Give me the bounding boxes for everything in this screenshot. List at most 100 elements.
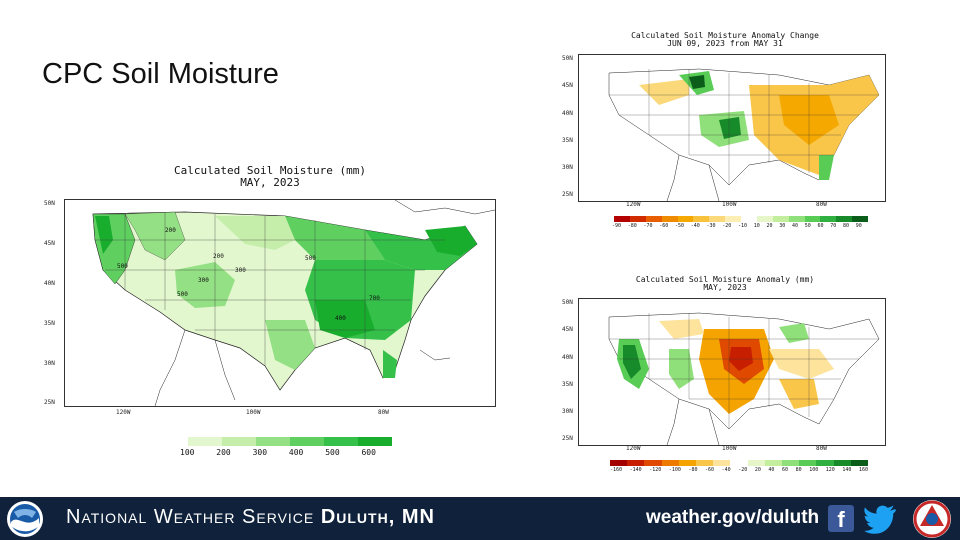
legend-label: -80 — [688, 467, 698, 473]
legend-swatch — [804, 216, 821, 222]
change-map-legend — [614, 216, 868, 222]
legend-label: 20 — [754, 467, 761, 473]
legend-label: 100 — [809, 467, 819, 473]
footer-org: National Weather Service Duluth, MN — [66, 506, 435, 529]
legend-label: -40 — [721, 467, 731, 473]
legend-swatch — [661, 460, 679, 466]
legend-label: -160 — [610, 467, 623, 473]
legend-swatch — [788, 216, 805, 222]
anomaly-map-title: Calculated Soil Moisture Anomaly (mm) — [635, 275, 815, 284]
legend-swatch — [816, 460, 834, 466]
contour-label: 200 — [213, 253, 224, 260]
legend-label: -60 — [705, 467, 715, 473]
nws-logo-icon — [913, 500, 951, 538]
legend-label: 30 — [779, 223, 786, 229]
slide-title: CPC Soil Moisture — [42, 58, 279, 90]
legend-swatch — [222, 437, 256, 446]
legend-swatch — [833, 460, 851, 466]
legend-swatch — [256, 437, 290, 446]
lat-label: 30N — [562, 164, 573, 171]
contour-label: 400 — [335, 315, 346, 322]
legend-swatch — [713, 460, 731, 466]
legend-swatch — [614, 216, 630, 222]
lat-label: 45N — [562, 326, 573, 333]
lat-label: 30N — [44, 360, 55, 367]
main-map-title: Calculated Soil Moisture (mm) — [173, 164, 367, 177]
legend-swatch — [741, 216, 757, 222]
lat-label: 40N — [562, 110, 573, 117]
legend-swatch — [799, 460, 817, 466]
change-map-title: Calculated Soil Moisture Anomaly Change — [631, 31, 819, 40]
legend-label: 50 — [804, 223, 811, 229]
legend-swatch — [678, 460, 697, 466]
lat-label: 25N — [562, 191, 573, 198]
anomaly-map: Calculated Soil Moisture Anomaly (mm) MA… — [562, 274, 888, 479]
legend-swatch — [693, 216, 710, 222]
contour-label: 300 — [198, 277, 209, 284]
contour-label: 200 — [165, 227, 176, 234]
lat-label: 50N — [562, 299, 573, 306]
legend-label: -100 — [668, 467, 681, 473]
lon-label: 80W — [816, 201, 827, 208]
noaa-logo-icon — [7, 501, 43, 537]
lon-label: 100W — [722, 445, 737, 452]
legend-swatch — [645, 216, 662, 222]
main-map-subtitle: MAY, 2023 — [240, 175, 300, 189]
legend-swatch — [850, 460, 869, 466]
facebook-icon[interactable]: f — [828, 505, 854, 532]
legend-label: 80 — [795, 467, 802, 473]
legend-label: 40 — [768, 467, 775, 473]
legend-label: -20 — [738, 467, 748, 473]
change-map-frame — [578, 54, 886, 202]
legend-swatch — [820, 216, 837, 222]
legend-swatch — [772, 216, 789, 222]
contour-label: 500 — [177, 291, 188, 298]
lat-label: 40N — [562, 354, 573, 361]
legend-label: 20 — [766, 223, 773, 229]
lon-label: 80W — [378, 409, 389, 416]
legend-label: -20 — [722, 223, 732, 229]
legend-label: -10 — [738, 223, 748, 229]
main-map-legend-labels: 100 200 300 400 500 600 — [180, 448, 376, 457]
legend-label: -90 — [612, 223, 622, 229]
legend-label: 80 — [843, 223, 850, 229]
legend-swatch — [747, 460, 765, 466]
lon-label: 100W — [722, 201, 737, 208]
twitter-icon[interactable] — [864, 503, 898, 535]
legend-label: 120 — [825, 467, 835, 473]
legend-swatch — [696, 460, 714, 466]
anomaly-map-subtitle: MAY, 2023 — [703, 283, 747, 293]
legend-swatch — [782, 460, 800, 466]
footer-url-link[interactable]: weather.gov/duluth — [646, 507, 820, 528]
footer-bar: National Weather Service Duluth, MN weat… — [0, 497, 960, 540]
legend-swatch — [709, 216, 726, 222]
lat-label: 35N — [562, 381, 573, 388]
legend-swatch — [661, 216, 678, 222]
legend-label: 70 — [830, 223, 837, 229]
change-map-graphic — [608, 68, 880, 201]
legend-swatch — [290, 437, 324, 446]
legend-label: 10 — [753, 223, 760, 229]
legend-label: 40 — [792, 223, 799, 229]
legend-label: 160 — [858, 467, 868, 473]
legend-label: -40 — [690, 223, 700, 229]
anomaly-map-graphic — [608, 312, 880, 445]
legend-swatch — [627, 460, 645, 466]
main-map-legend — [188, 437, 392, 446]
lat-label: 45N — [44, 240, 55, 247]
legend-label: -50 — [675, 223, 685, 229]
legend-label: -60 — [659, 223, 669, 229]
contour-label: 300 — [235, 267, 246, 274]
legend-swatch — [730, 460, 748, 466]
legend-swatch — [836, 216, 853, 222]
legend-label: -80 — [627, 223, 637, 229]
lat-label: 35N — [44, 320, 55, 327]
legend-swatch — [610, 460, 628, 466]
legend-swatch — [677, 216, 694, 222]
contour-label: 700 — [369, 295, 380, 302]
lat-label: 50N — [44, 200, 55, 207]
legend-label: 140 — [842, 467, 852, 473]
main-soil-moisture-map: Calculated Soil Moisture (mm) MAY, 2023 — [40, 163, 500, 463]
lat-label: 50N — [562, 55, 573, 62]
legend-swatch — [764, 460, 783, 466]
